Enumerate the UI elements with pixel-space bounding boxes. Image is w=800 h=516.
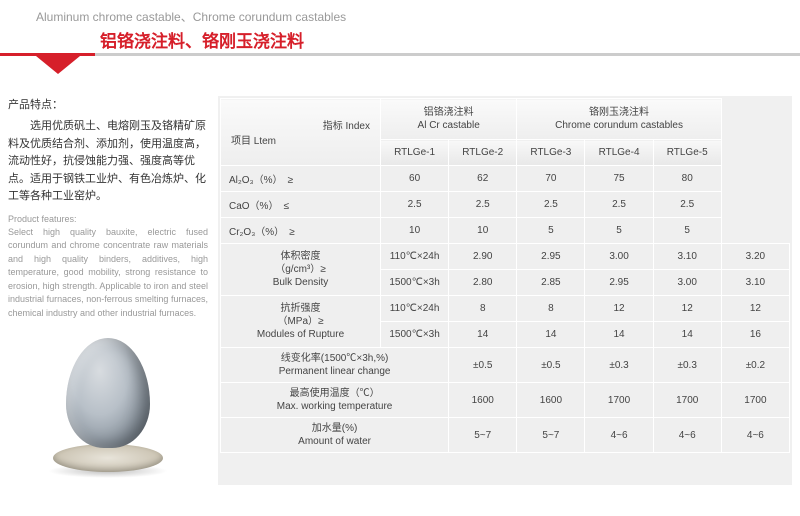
table-row: 最高使用温度（℃）Max. working temperature 160016… [221,383,790,418]
th-item: 指标 Index 项目 Ltem [221,99,381,166]
table-row: 抗折强度（MPa）≥Modules of Rupture 110℃×24h 88… [221,296,790,322]
features-title-en: Product features: [8,214,208,224]
title-cn: 铝铬浇注料、铬刚玉浇注料 [0,27,800,52]
th-col: RTLGe-3 [517,140,585,166]
features-body-cn: 选用优质矾土、电熔刚玉及铬精矿原料及优质结合剂、添加剂，使用温度高，流动性好，抗… [8,118,208,206]
product-image [8,330,208,485]
left-column: 产品特点： 选用优质矾土、电熔刚玉及铬精矿原料及优质结合剂、添加剂，使用温度高，… [8,96,218,485]
table-row: 体积密度（g/cm³）≥Bulk Density 110℃×24h 2.902.… [221,244,790,270]
table-row: 加水量(%)Amount of water 5~75~74~64~64~6 [221,418,790,453]
table-row: Cr₂O₃（%） ≥ 1010555 [221,218,790,244]
spec-table: 指标 Index 项目 Ltem 铝铬浇注料Al Cr castable 铬刚玉… [218,96,792,485]
th-col: RTLGe-2 [449,140,517,166]
features-title-cn: 产品特点： [8,96,208,112]
th-col: RTLGe-1 [381,140,449,166]
title-en: Aluminum chrome castable、Chrome corundum… [0,8,800,25]
header-underline [0,53,800,56]
th-group2: 铬刚玉浇注料Chrome corundum castables [517,99,721,140]
table-row: 线变化率(1500℃×3h,%)Permanent linear change … [221,348,790,383]
table-row: CaO（%） ≤ 2.52.52.52.52.5 [221,192,790,218]
header-triangle-icon [36,56,80,74]
th-group1: 铝铬浇注料Al Cr castable [381,99,517,140]
features-body-en: Select high quality bauxite, electric fu… [8,226,208,321]
th-col: RTLGe-4 [585,140,653,166]
table-row: Al₂O₃（%） ≥ 6062707580 [221,166,790,192]
th-col: RTLGe-5 [653,140,721,166]
page-header: Aluminum chrome castable、Chrome corundum… [0,0,800,56]
